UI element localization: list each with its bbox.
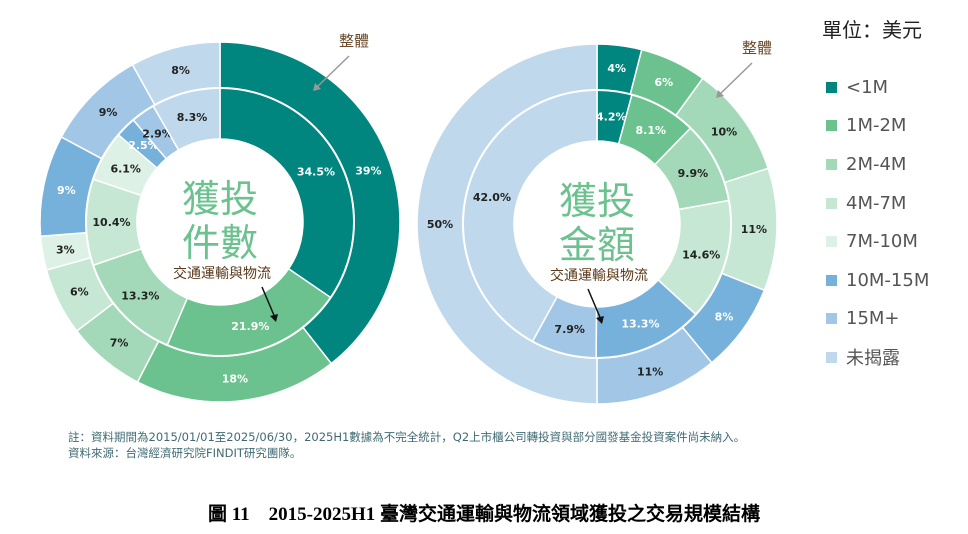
slice-label: 7.9% bbox=[554, 323, 585, 336]
legend-item: <1M bbox=[826, 68, 929, 107]
legend-item: 15M+ bbox=[826, 300, 929, 339]
arrow-head bbox=[270, 314, 278, 322]
legend-item: 未揭露 bbox=[826, 338, 929, 377]
outer-ring-annotation: 整體 bbox=[339, 32, 369, 50]
legend: <1M 1M-2M 2M-4M 4M-7M 7M-10M 10M-15M 15M+ 未揭露 bbox=[826, 68, 929, 377]
slice-label: 14.6% bbox=[682, 248, 720, 261]
outer-ring-annotation: 整體 bbox=[742, 39, 772, 57]
legend-label: 2M-4M bbox=[846, 153, 907, 175]
arrow-head bbox=[313, 83, 321, 91]
slice-label: 6% bbox=[655, 76, 674, 89]
donut-chart-2: 4% 6% 10% 11% 8% 11% 50% 4.2% 8.1% 9.9% 14.6% 13.3%… bbox=[416, 39, 778, 405]
slice-label: 8.3% bbox=[177, 111, 208, 124]
inner-ring-arrow bbox=[587, 288, 603, 323]
slice-label: 2.5% bbox=[128, 139, 159, 152]
outer-ring-arrow bbox=[718, 62, 753, 96]
legend-swatch bbox=[826, 274, 837, 286]
slice-label: 8.1% bbox=[635, 124, 666, 137]
slice-label: 50% bbox=[427, 218, 453, 231]
inner-ring-arrow bbox=[261, 286, 277, 321]
slice-label: 13.3% bbox=[121, 290, 159, 303]
slice-label: 11% bbox=[741, 223, 767, 236]
legend-item: 7M-10M bbox=[826, 222, 929, 261]
slice-label: 39% bbox=[355, 165, 381, 178]
slice-label: 6.1% bbox=[110, 162, 141, 175]
legend-label: 4M-7M bbox=[846, 192, 907, 214]
slice-label: 13.3% bbox=[621, 317, 659, 330]
slice-label: 2.9% bbox=[142, 127, 173, 140]
slice-label: 7% bbox=[110, 336, 129, 349]
notes: 註：資料期間為2015/01/01至2025/06/30，2025H1數據為不完… bbox=[68, 429, 745, 461]
legend-item: 4M-7M bbox=[826, 184, 929, 223]
legend-label: 1M-2M bbox=[846, 115, 907, 137]
donut-chart-1: 39% 18% 7% 6% 3% 9% 9% 8% 34.5% 21.9% 13.3% 10.4% 6.… bbox=[39, 32, 401, 403]
figure-title: 圖 11 2015-2025H1 臺灣交通運輸與物流領域獲投之交易規模結構 bbox=[207, 504, 761, 525]
unit-label: 單位：美元 bbox=[822, 18, 922, 42]
arrow-head bbox=[716, 90, 724, 98]
legend-swatch bbox=[826, 158, 837, 170]
note-line: 註：資料期間為2015/01/01至2025/06/30，2025H1數據為不完… bbox=[68, 430, 746, 444]
legend-item: 10M-15M bbox=[826, 261, 929, 300]
slice-label: 4% bbox=[607, 62, 626, 75]
outer-ring-arrow bbox=[315, 55, 350, 89]
slice-label: 9% bbox=[99, 106, 118, 119]
center-title: 獲投 bbox=[182, 177, 258, 221]
center-title: 金額 bbox=[559, 223, 635, 267]
slice-label: 3% bbox=[56, 243, 75, 256]
slice-label: 8% bbox=[171, 64, 190, 77]
slice-label: 8% bbox=[715, 310, 734, 323]
slice-label: 10% bbox=[711, 126, 737, 139]
legend-swatch bbox=[826, 120, 837, 132]
legend-swatch bbox=[826, 351, 837, 363]
slice-label: 18% bbox=[222, 372, 248, 385]
slice-label: 10.4% bbox=[92, 216, 130, 229]
slice-label: 6% bbox=[70, 286, 89, 299]
center-title: 獲投 bbox=[559, 179, 635, 223]
legend-swatch bbox=[826, 81, 837, 93]
slice-label: 42.0% bbox=[473, 191, 511, 204]
legend-swatch bbox=[826, 313, 837, 325]
slice-label: 21.9% bbox=[231, 320, 269, 333]
legend-item: 1M-2M bbox=[826, 107, 929, 146]
source-line: 資料來源：台灣經濟研究院FINDIT研究團隊。 bbox=[68, 446, 302, 460]
slice-label: 9.9% bbox=[678, 167, 709, 180]
inner-ring-annotation: 交通運輸與物流 bbox=[173, 265, 271, 282]
legend-label: <1M bbox=[846, 76, 889, 98]
center-title: 件數 bbox=[182, 221, 258, 265]
legend-swatch bbox=[826, 236, 837, 248]
legend-item: 2M-4M bbox=[826, 145, 929, 184]
legend-label: 10M-15M bbox=[846, 269, 930, 291]
legend-label: 7M-10M bbox=[846, 231, 918, 253]
legend-swatch bbox=[826, 197, 837, 209]
ring-divider bbox=[462, 89, 732, 359]
slice-label: 34.5% bbox=[297, 165, 335, 178]
legend-label: 15M+ bbox=[846, 308, 900, 330]
legend-label: 未揭露 bbox=[846, 348, 900, 370]
arrow-head bbox=[596, 316, 604, 324]
slice-label: 4.2% bbox=[596, 110, 627, 123]
inner-ring-annotation: 交通運輸與物流 bbox=[550, 267, 648, 284]
ring-divider bbox=[85, 87, 355, 357]
slice-label: 11% bbox=[637, 366, 663, 379]
slice-label: 9% bbox=[57, 184, 76, 197]
